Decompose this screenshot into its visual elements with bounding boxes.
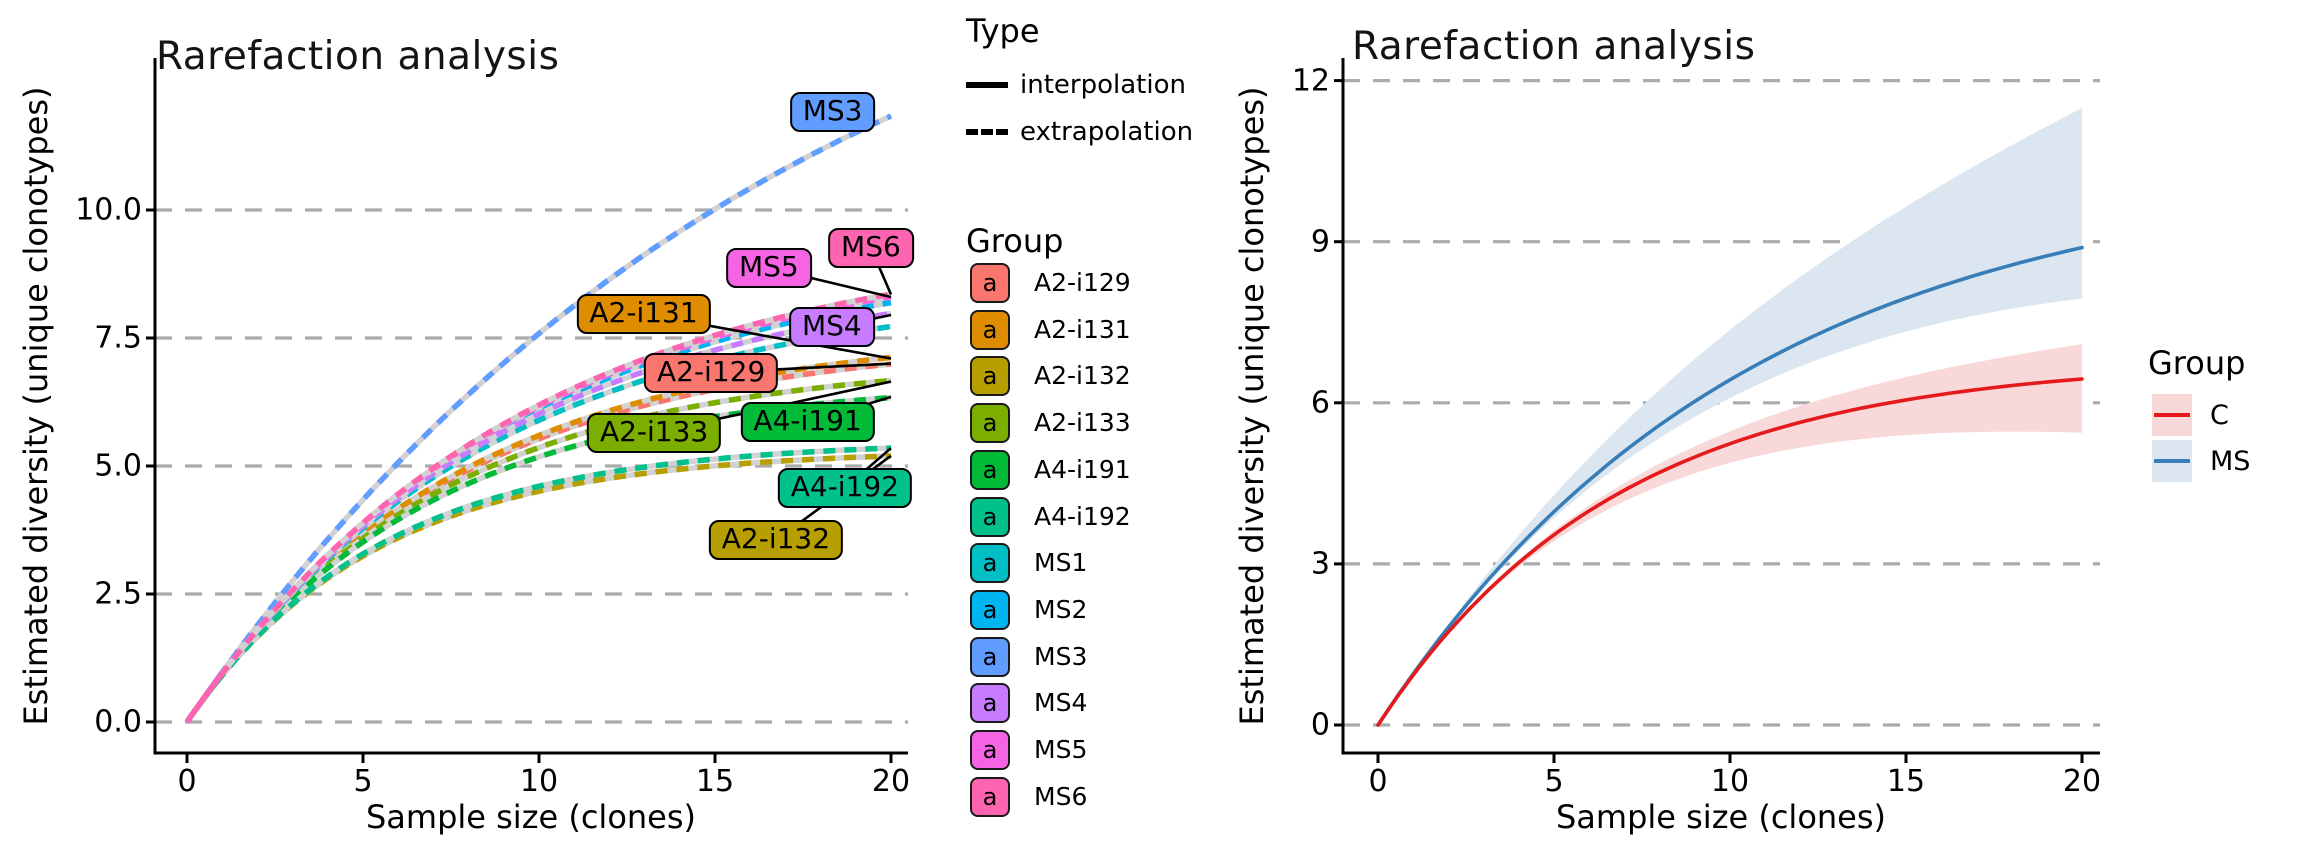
group-legend-label: MS4 <box>1034 688 1088 718</box>
left-y-axis-label: Estimated diversity (unique clonotypes) <box>17 86 55 726</box>
right-group-legend-title: Group <box>2148 344 2246 382</box>
right-legend-swatch-C <box>2152 394 2192 436</box>
group-legend-label: MS3 <box>1034 641 1088 671</box>
group-swatch-MS6: a <box>970 776 1010 817</box>
curve-label-A2-i129: A2-i129 <box>643 352 779 393</box>
right-legend-label: C <box>2210 400 2229 431</box>
curve-label-A4-i191: A4-i191 <box>740 402 875 443</box>
right-legend-line-MS <box>2154 459 2190 463</box>
curve-label-MS6: MS6 <box>828 227 914 268</box>
group-legend-title: Group <box>966 222 1064 260</box>
mean-curve-C <box>1376 377 2084 727</box>
curve-extrapolation-A4-i192 <box>220 445 892 677</box>
left-x-axis-label: Sample size (clones) <box>365 798 697 836</box>
right-legend-swatch-MS <box>2152 440 2192 482</box>
linetype-key-interpolation <box>966 82 1008 88</box>
group-legend-label: A2-i133 <box>1034 408 1131 438</box>
curve-extrapolation-A2-i132 <box>220 453 892 678</box>
left-y-tick-label: 5.0 <box>94 448 142 484</box>
group-swatch-MS4: a <box>970 683 1010 724</box>
right-y-tick-label: 0 <box>1310 707 1330 743</box>
group-swatch-MS5: a <box>970 730 1010 770</box>
curve-label-A4-i192: A4-i192 <box>777 468 913 509</box>
group-legend-label: MS1 <box>1034 548 1088 578</box>
curve-extrapolation-MS6 <box>220 291 892 676</box>
type-legend-title: Type <box>966 12 1040 50</box>
right-x-tick-label: 20 <box>2062 764 2102 799</box>
right-x-tick-label: 5 <box>1544 764 1564 799</box>
group-swatch-A2-i132: a <box>970 356 1010 397</box>
group-swatch-A2-i129: a <box>970 263 1010 303</box>
group-legend-label: A2-i131 <box>1034 314 1131 344</box>
left-x-tick-label: 10 <box>519 764 559 799</box>
group-swatch-A4-i191: a <box>970 449 1010 490</box>
curve-label-MS4: MS4 <box>788 307 875 348</box>
group-legend-label: A4-i191 <box>1034 454 1131 484</box>
right-y-tick-label: 3 <box>1310 546 1330 582</box>
right-plot-title: Rarefaction analysis <box>1352 24 1756 69</box>
left-y-tick-label: 7.5 <box>94 320 142 356</box>
group-swatch-MS2: a <box>970 589 1010 630</box>
group-swatch-A2-i131: a <box>970 309 1010 350</box>
ci-ribbon-C <box>1406 344 2082 685</box>
ci-ribbon-MS <box>1406 108 2082 684</box>
right-x-tick-label: 15 <box>1886 764 1926 799</box>
right-y-tick-label: 9 <box>1310 224 1330 260</box>
right-y-tick-label: 12 <box>1291 63 1330 99</box>
left-plot-title: Rarefaction analysis <box>156 34 560 79</box>
left-y-tick-label: 10.0 <box>75 192 142 228</box>
group-legend-label: A2-i132 <box>1034 361 1131 391</box>
right-legend-line-C <box>2154 413 2190 417</box>
curve-interpolation-MS6 <box>184 671 225 724</box>
curve-extrapolation-A2-i131 <box>220 354 892 676</box>
left-y-tick-label: 2.5 <box>94 576 142 612</box>
group-legend-label: A2-i129 <box>1034 268 1131 297</box>
group-swatch-A4-i192: a <box>970 496 1010 537</box>
right-x-tick-label: 0 <box>1368 764 1388 799</box>
group-swatch-A2-i133: a <box>970 403 1010 444</box>
left-x-tick-label: 15 <box>695 764 735 799</box>
group-legend-label: MS2 <box>1034 594 1088 624</box>
group-swatch-MS3: a <box>970 636 1010 677</box>
left-x-tick-label: 5 <box>353 764 373 799</box>
group-legend-label: MS5 <box>1034 735 1088 764</box>
type-legend-label: extrapolation <box>1020 117 1194 147</box>
right-y-tick-label: 6 <box>1310 385 1330 421</box>
left-x-tick-label: 20 <box>871 764 911 799</box>
right-x-tick-label: 10 <box>1710 764 1750 799</box>
group-legend-label: MS6 <box>1034 781 1088 811</box>
right-x-axis-label: Sample size (clones) <box>1555 798 1887 836</box>
curve-label-A2-i131: A2-i131 <box>576 293 711 334</box>
right-legend-label: MS <box>2210 446 2251 477</box>
curve-label-MS3: MS3 <box>789 92 876 133</box>
curve-label-A2-i133: A2-i133 <box>586 412 722 453</box>
linetype-key-extrapolation <box>966 129 1008 135</box>
group-legend-label: A4-i192 <box>1034 501 1131 531</box>
left-y-tick-label: 0.0 <box>94 704 142 740</box>
left-x-tick-label: 0 <box>177 764 197 799</box>
mean-curve-MS <box>1376 245 2084 727</box>
curve-label-MS5: MS5 <box>725 247 812 288</box>
curve-extrapolation-MS3 <box>219 113 893 674</box>
group-swatch-MS1: a <box>970 543 1010 584</box>
type-legend-label: interpolation <box>1020 70 1186 100</box>
curve-label-A2-i132: A2-i132 <box>708 520 844 561</box>
